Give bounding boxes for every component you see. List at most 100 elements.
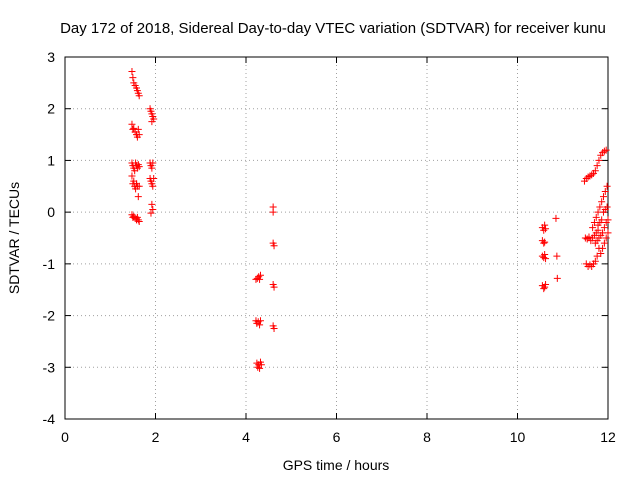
data-point [135,182,143,190]
data-points [128,67,612,372]
data-point [597,250,605,258]
data-point [256,317,264,325]
data-point [588,171,596,179]
data-point [601,187,609,195]
data-point [596,203,604,211]
data-point [149,182,157,190]
y-tick-label: 1 [47,152,55,168]
y-tick-label: -3 [43,359,56,375]
data-point [135,163,143,171]
data-point [257,361,265,369]
data-point [541,238,549,246]
data-point [591,257,599,265]
data-point [130,124,138,132]
data-point [599,193,607,201]
data-point [593,252,601,260]
data-point [128,120,136,128]
data-point [540,285,548,293]
data-point [553,274,561,282]
data-point [148,200,156,208]
grid [65,57,608,419]
data-point [128,172,136,180]
y-tick-label: -1 [43,256,56,272]
y-tick-labels: -4 -3 -2 -1 0 1 2 3 [43,49,56,427]
data-point [586,172,594,180]
data-point [147,209,155,217]
chart-title: Day 172 of 2018, Sidereal Day-to-day VTE… [60,20,606,37]
y-axis-label: SDTVAR / TECUs [6,182,22,294]
y-tick-label: -2 [43,308,56,324]
data-point [541,251,549,259]
x-axis-label: GPS time / hours [283,457,390,473]
data-point [540,239,548,247]
data-point [603,182,611,190]
data-point [603,203,611,211]
data-point [135,92,143,100]
data-point [256,364,264,372]
x-tick-label: 0 [61,429,69,445]
y-tick-label: 2 [47,101,55,117]
x-tick-label: 8 [423,429,431,445]
data-point [599,244,607,252]
x-tick-label: 10 [510,429,526,445]
data-point [553,252,561,260]
data-point [584,173,592,181]
data-point [589,224,597,232]
data-point [128,67,136,75]
data-point [253,359,261,367]
data-point [591,167,599,175]
data-point [148,164,156,172]
y-tick-label: 3 [47,49,55,65]
data-point [134,125,142,133]
data-point [542,255,550,263]
data-point [592,213,600,221]
x-tick-label: 12 [600,429,616,445]
data-point [585,233,593,241]
y-tick-label: -4 [43,411,56,427]
data-point [149,159,157,167]
data-point [598,198,606,206]
data-point [541,221,549,229]
data-point [582,175,590,183]
x-tick-label: 6 [333,429,341,445]
x-tick-label: 4 [242,429,250,445]
data-point [270,242,278,250]
data-point [148,118,156,126]
data-point [552,214,560,222]
data-point [135,217,143,225]
x-tick-labels: 0 2 4 6 8 10 12 [61,429,616,445]
data-point [256,271,264,279]
data-point [129,74,137,82]
data-point [270,325,278,332]
data-point [149,206,157,214]
data-point [256,275,264,283]
data-point [604,216,612,224]
data-point [269,208,277,216]
data-point [270,283,278,291]
data-point [542,225,550,233]
data-point [540,254,548,262]
data-point [256,321,264,329]
data-point [133,164,141,172]
data-point [602,234,610,242]
y-tick-label: 0 [47,204,55,220]
data-point [602,146,610,154]
data-point [600,239,608,247]
data-point [593,162,601,170]
data-point [135,131,143,139]
data-point [604,229,612,237]
data-point [595,156,603,164]
data-point [150,175,158,183]
data-point [540,226,548,234]
x-tick-label: 2 [152,429,160,445]
data-point [134,216,142,224]
data-point [581,234,589,242]
data-point [600,147,608,155]
data-point [599,149,607,157]
data-point [586,261,594,269]
data-point [598,216,606,224]
data-point [600,224,608,232]
data-point [542,281,550,289]
data-point [134,193,142,201]
